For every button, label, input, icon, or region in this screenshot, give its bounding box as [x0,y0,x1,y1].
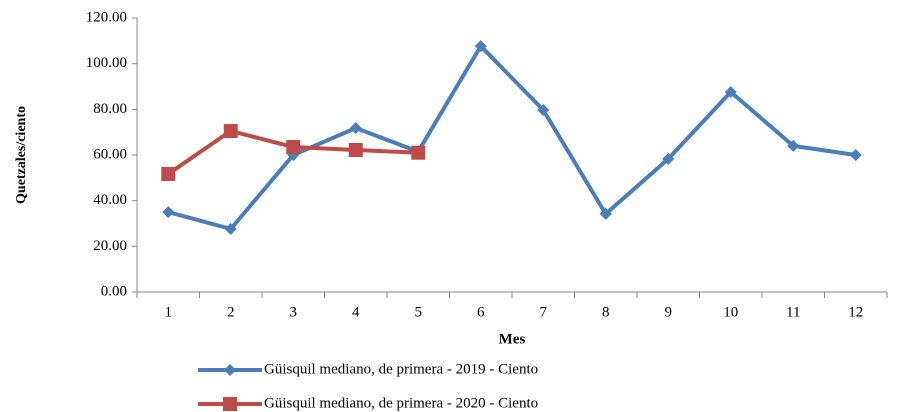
y-tick-label: 0.00 [101,283,127,299]
legend-label: Güisquil mediano, de primera - 2020 - Ci… [264,395,538,411]
x-tick-label: 1 [165,304,173,320]
marker [474,40,487,53]
marker [599,207,612,220]
marker [286,140,301,155]
series-line [167,44,857,231]
marker [411,145,426,160]
x-tick-label: 8 [602,304,610,320]
y-tick-label: 80.00 [93,101,127,117]
x-tick-label: 2 [227,304,235,320]
marker [724,85,737,98]
y-tick-label: 120.00 [86,9,127,25]
marker [662,152,675,165]
y-tick-label: 60.00 [93,146,127,162]
marker [537,104,550,117]
y-axis-label: Quetzales/ciento [14,106,29,204]
marker [224,222,237,235]
marker [223,397,237,411]
marker [787,139,800,152]
x-tick-label: 9 [665,304,673,320]
x-axis-label: Mes [499,331,526,347]
x-tick-label: 11 [786,304,800,320]
x-tick-label: 4 [352,304,360,320]
y-tick-label: 20.00 [93,238,127,254]
marker [348,142,363,157]
marker [349,122,362,135]
marker [161,166,176,181]
marker [224,364,236,376]
y-tick-label: 40.00 [93,192,127,208]
y-tick-label: 100.00 [86,55,127,71]
x-tick-label: 3 [290,304,298,320]
x-tick-label: 10 [723,304,738,320]
marker [223,124,238,139]
x-tick-label: 6 [477,304,485,320]
legend-label: Güisquil mediano, de primera - 2019 - Ci… [264,361,538,377]
x-tick-label: 7 [540,304,548,320]
x-tick-label: 5 [415,304,423,320]
marker [162,206,175,219]
x-tick-label: 12 [848,304,863,320]
marker [849,149,862,161]
